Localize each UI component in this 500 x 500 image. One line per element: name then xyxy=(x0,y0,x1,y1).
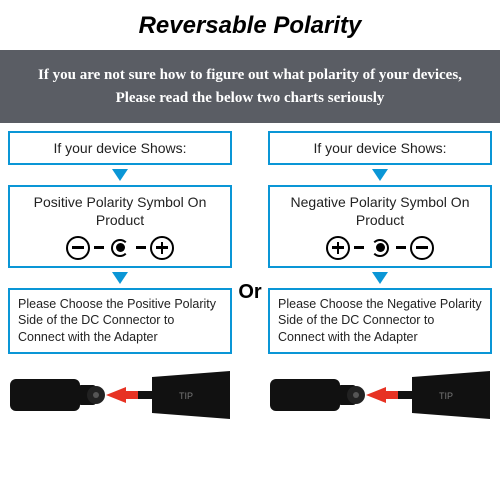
right-symbol-title: Negative Polarity Symbol On Product xyxy=(278,193,482,229)
left-column: If your device Shows: Positive Polarity … xyxy=(8,131,250,432)
left-symbol-title: Positive Polarity Symbol On Product xyxy=(18,193,222,229)
svg-text:TIP: TIP xyxy=(179,391,193,401)
positive-polarity-symbol-icon xyxy=(18,236,222,260)
dash-icon xyxy=(396,246,406,249)
left-header-box: If your device Shows: xyxy=(8,131,232,165)
down-arrow-icon xyxy=(112,272,128,284)
plus-circle-icon xyxy=(150,236,174,260)
right-symbol-box: Negative Polarity Symbol On Product xyxy=(268,185,492,267)
svg-text:TIP: TIP xyxy=(439,391,453,401)
down-arrow-icon xyxy=(112,169,128,181)
right-instruction-box: Please Choose the Negative Polarity Side… xyxy=(268,288,492,355)
banner-line-2: Please read the below two charts serious… xyxy=(10,87,490,110)
left-symbol-box: Positive Polarity Symbol On Product xyxy=(8,185,232,267)
minus-circle-icon xyxy=(410,236,434,260)
dash-icon xyxy=(136,246,146,249)
banner-line-1: If you are not sure how to figure out wh… xyxy=(10,64,490,87)
dc-connector-positive-icon: TIP xyxy=(10,359,230,431)
left-connector-image: TIP xyxy=(8,358,232,432)
instruction-banner: If you are not sure how to figure out wh… xyxy=(0,50,500,123)
columns-wrap: If your device Shows: Positive Polarity … xyxy=(0,131,500,432)
negative-polarity-symbol-icon xyxy=(278,236,482,260)
page-title: Reversable Polarity xyxy=(0,0,500,50)
right-header-box: If your device Shows: xyxy=(268,131,492,165)
left-instruction-box: Please Choose the Positive Polarity Side… xyxy=(8,288,232,355)
center-dot-open-right-icon xyxy=(108,236,132,260)
minus-circle-icon xyxy=(66,236,90,260)
dash-icon xyxy=(94,246,104,249)
plus-circle-icon xyxy=(326,236,350,260)
down-arrow-icon xyxy=(372,169,388,181)
right-column: If your device Shows: Negative Polarity … xyxy=(250,131,492,432)
right-connector-image: TIP xyxy=(268,358,492,432)
dc-connector-negative-icon: TIP xyxy=(270,359,490,431)
center-dot-open-left-icon xyxy=(368,236,392,260)
dash-icon xyxy=(354,246,364,249)
down-arrow-icon xyxy=(372,272,388,284)
or-label: Or xyxy=(238,281,261,304)
